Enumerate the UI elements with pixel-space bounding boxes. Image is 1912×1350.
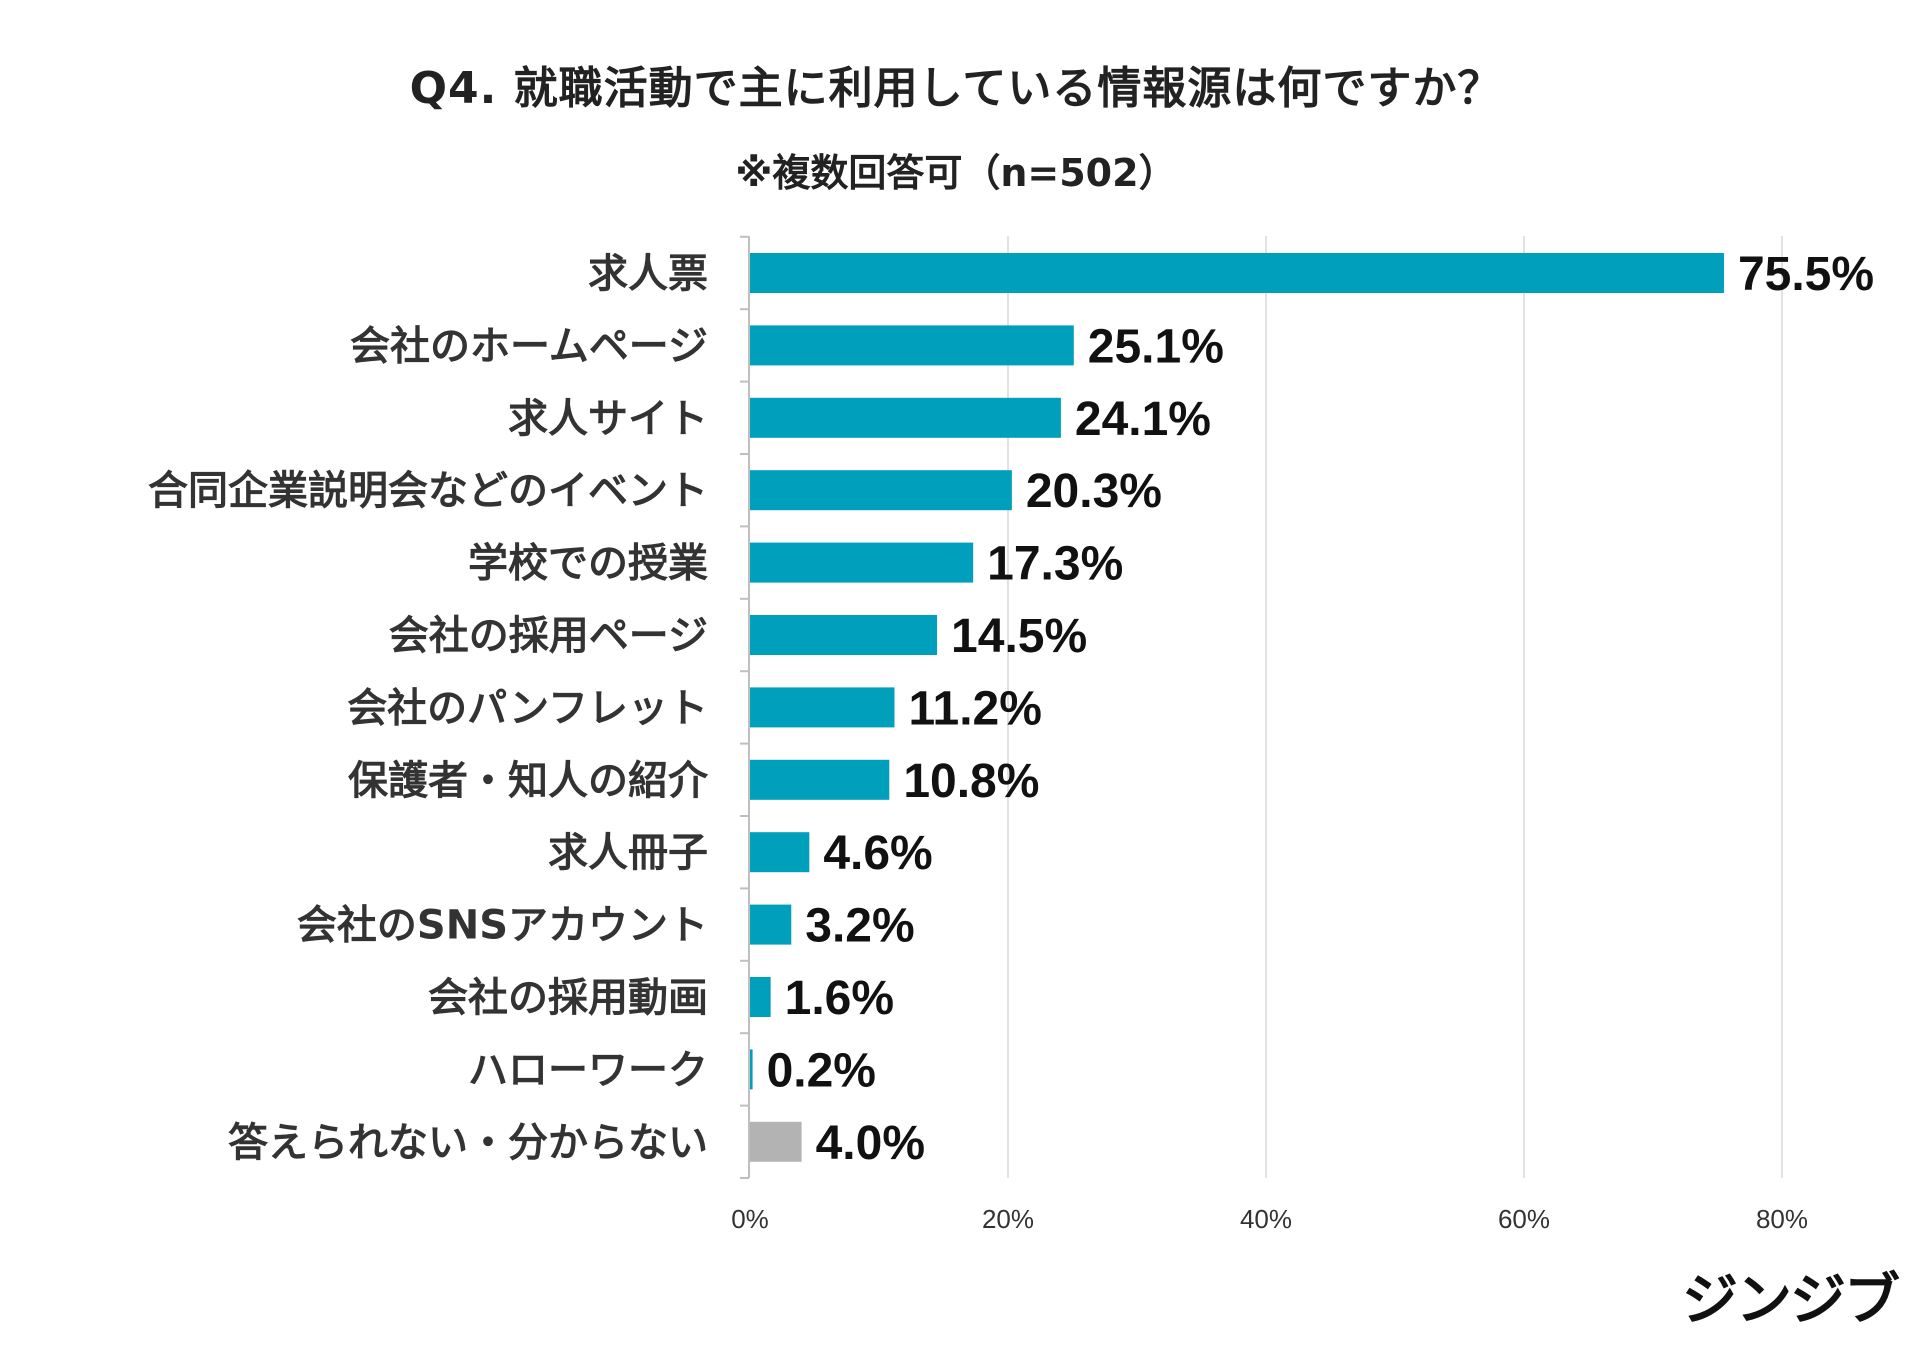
- category-label: 求人票: [588, 251, 708, 297]
- value-label: 1.6%: [785, 972, 894, 1025]
- bar: [750, 615, 938, 655]
- bar: [750, 325, 1074, 366]
- value-label: 75.5%: [1738, 248, 1874, 301]
- category-label: 保護者・知人の紹介: [348, 758, 709, 804]
- bar: [750, 832, 810, 873]
- value-label: 0.2%: [767, 1044, 876, 1097]
- category-label: 会社の採用動画: [428, 975, 708, 1021]
- value-label: 20.3%: [1026, 465, 1162, 518]
- bar: [750, 759, 890, 800]
- chart-subtitle: ※複数回答可（n=502）: [735, 151, 1177, 195]
- value-label: 4.0%: [816, 1117, 925, 1170]
- value-label: 24.1%: [1075, 393, 1211, 446]
- category-label: 求人冊子: [548, 830, 708, 876]
- chart-title: Q4. 就職活動で主に利用している情報源は何ですか？: [409, 63, 1503, 114]
- value-label: 25.1%: [1088, 320, 1224, 373]
- value-label: 3.2%: [805, 900, 914, 953]
- category-label: 会社のSNSアカウント: [297, 903, 708, 949]
- x-tick-label: 40%: [1240, 1204, 1292, 1234]
- bar: [750, 470, 1012, 511]
- category-label: 合同企業説明会などのイベント: [148, 468, 708, 514]
- bar: [750, 253, 1724, 293]
- x-tick-label: 60%: [1498, 1204, 1550, 1234]
- bar: [750, 1049, 753, 1090]
- category-label: 会社のホームページ: [350, 323, 708, 369]
- category-label: 会社のパンフレット: [347, 685, 708, 731]
- value-label: 4.6%: [823, 827, 932, 880]
- x-tick-label: 20%: [982, 1204, 1034, 1234]
- category-label: 学校での授業: [468, 541, 708, 587]
- value-label: 11.2%: [908, 682, 1041, 735]
- x-tick-label: 0%: [731, 1204, 769, 1234]
- bar: [750, 904, 792, 945]
- category-label: ハローワーク: [468, 1047, 708, 1093]
- brand-logo: ジンジブ: [1682, 1268, 1900, 1333]
- bar: [750, 977, 771, 1017]
- value-label: 17.3%: [987, 538, 1123, 591]
- bar: [750, 397, 1061, 438]
- category-label: 答えられない・分からない: [228, 1120, 708, 1166]
- value-label: 14.5%: [951, 610, 1087, 663]
- category-label: 会社の採用ページ: [389, 613, 708, 659]
- value-label: 10.8%: [903, 755, 1039, 808]
- bar: [750, 687, 895, 728]
- bar: [750, 1121, 802, 1162]
- bar: [750, 542, 974, 583]
- category-label: 求人サイト: [508, 396, 708, 442]
- x-tick-label: 80%: [1756, 1204, 1808, 1234]
